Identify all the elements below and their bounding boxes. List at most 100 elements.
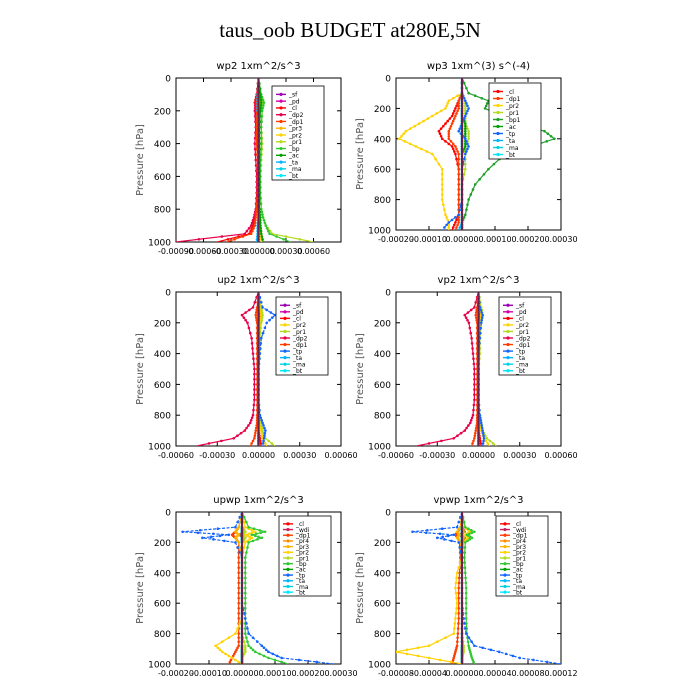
- legend-box: [498, 296, 552, 376]
- series-point-dp1: [237, 586, 240, 590]
- series-point-pr1: [464, 107, 467, 110]
- series-point-tp: [261, 306, 264, 309]
- series-point-ac: [259, 109, 262, 113]
- series-point-dp1: [447, 129, 451, 133]
- series-point-tp: [479, 308, 483, 312]
- legend-marker-ta: [496, 138, 500, 143]
- series-point-pr2: [444, 213, 447, 217]
- x-tick-label: 0.00008: [511, 669, 544, 678]
- legend-label: _pr1: [505, 110, 519, 117]
- series-point-pr2: [440, 193, 444, 196]
- series-point-cl: [259, 442, 263, 445]
- series-point-dp1: [456, 632, 460, 635]
- series-point-dp1: [253, 221, 257, 225]
- series-point-pr2: [453, 622, 457, 625]
- chart-panel-1: wp2 1xm^2/s^302004006008001000-0.00090-0…: [135, 61, 342, 256]
- x-tick-label: 0.00000: [242, 451, 275, 460]
- series-point-bp: [245, 551, 248, 554]
- legend-label: _cl: [292, 316, 301, 323]
- series-point-tp: [462, 117, 466, 120]
- series-point-tp: [201, 536, 204, 540]
- series-point-cl: [438, 132, 442, 136]
- series-group: [196, 292, 277, 446]
- legend-marker-ta: [286, 579, 290, 583]
- legend-label: _ta: [288, 159, 298, 166]
- series-point-dp1: [447, 132, 451, 136]
- series-point-bp1: [492, 162, 496, 166]
- legend-label: _ac: [288, 153, 299, 160]
- series-point-bp: [244, 606, 247, 610]
- series-point-tp: [465, 102, 468, 105]
- series-line-tp: [412, 512, 561, 664]
- series-point-tp: [489, 648, 493, 652]
- series-point-bp: [280, 660, 283, 664]
- series-point-bp: [463, 566, 467, 570]
- series-point-bp: [261, 216, 265, 219]
- series-point-tp: [443, 226, 446, 229]
- series-point-dp1: [237, 636, 240, 639]
- series-point-tp: [479, 326, 483, 330]
- legend-marker-pd: [506, 310, 510, 314]
- series-point-tp: [466, 109, 469, 113]
- series-point-pr2: [438, 658, 442, 662]
- series-point-bp: [244, 561, 247, 564]
- y-tick-label: 200: [374, 319, 391, 329]
- series-point-dp2: [253, 383, 256, 386]
- y-tick-label: 1000: [368, 443, 391, 453]
- series-point-pr2: [420, 147, 423, 151]
- legend-marker-dp1: [503, 533, 507, 537]
- series-point-dp2: [253, 377, 256, 381]
- legend-label: _pr2: [512, 550, 526, 557]
- series-point-dp2: [468, 421, 472, 425]
- series-point-pr2: [264, 442, 267, 445]
- series-point-dp1: [254, 316, 258, 319]
- series-point-bp: [467, 527, 470, 531]
- series-point-dp1: [449, 124, 453, 128]
- series-point-pr2: [457, 566, 461, 570]
- series-point-dp1: [254, 218, 257, 222]
- x-tick-label: 0.00030: [283, 451, 316, 460]
- legend-label: _ma: [288, 166, 302, 173]
- series-point-bp: [244, 586, 247, 590]
- series-point-tp: [458, 208, 462, 212]
- series-point-pr2: [452, 632, 456, 635]
- series-point-pr2: [236, 627, 239, 630]
- legend-label: _dp2: [292, 335, 308, 342]
- series-point-pr2: [416, 654, 420, 658]
- series-point-dp1: [237, 617, 240, 620]
- series-point-cl: [453, 223, 456, 227]
- series-point-tp: [263, 431, 267, 435]
- series-point-pr1: [261, 429, 264, 432]
- series-point-tp: [280, 656, 283, 660]
- series-point-pr1: [464, 104, 467, 108]
- series-point-dp1: [237, 576, 240, 580]
- series-point-dp2: [207, 442, 211, 445]
- series-point-dp2: [463, 429, 467, 432]
- series-point-cl: [447, 142, 451, 146]
- x-tick-label: 0.00012: [544, 669, 577, 678]
- series-point-pr2: [244, 525, 247, 529]
- series-point-tp: [497, 650, 501, 654]
- y-tick-label: 0: [385, 289, 391, 299]
- legend-marker-ma: [503, 584, 507, 589]
- series-point-tp: [480, 426, 484, 430]
- legend-label: _ac: [512, 567, 523, 574]
- series-point-pr2: [454, 581, 458, 585]
- legend-marker-bt: [506, 369, 510, 373]
- series-point-dp1: [237, 596, 240, 600]
- series-point-dp1: [253, 434, 257, 438]
- series-point-dp1: [457, 216, 461, 219]
- series-point-dp2: [473, 383, 476, 386]
- legend-label: _bt: [295, 589, 306, 596]
- series-point-tp: [462, 157, 466, 161]
- y-tick-label: 800: [154, 412, 171, 422]
- y-tick-label: 200: [154, 539, 171, 549]
- series-point-pr1: [484, 434, 487, 438]
- y-tick-label: 800: [374, 630, 391, 640]
- legend-label: _pr2: [515, 322, 529, 329]
- series-point-tp: [479, 321, 483, 325]
- series-point-dp2: [245, 229, 249, 233]
- series-point-cl: [259, 439, 262, 443]
- x-tick-label: 0.00000: [225, 669, 258, 678]
- series-point-pr1: [261, 313, 264, 317]
